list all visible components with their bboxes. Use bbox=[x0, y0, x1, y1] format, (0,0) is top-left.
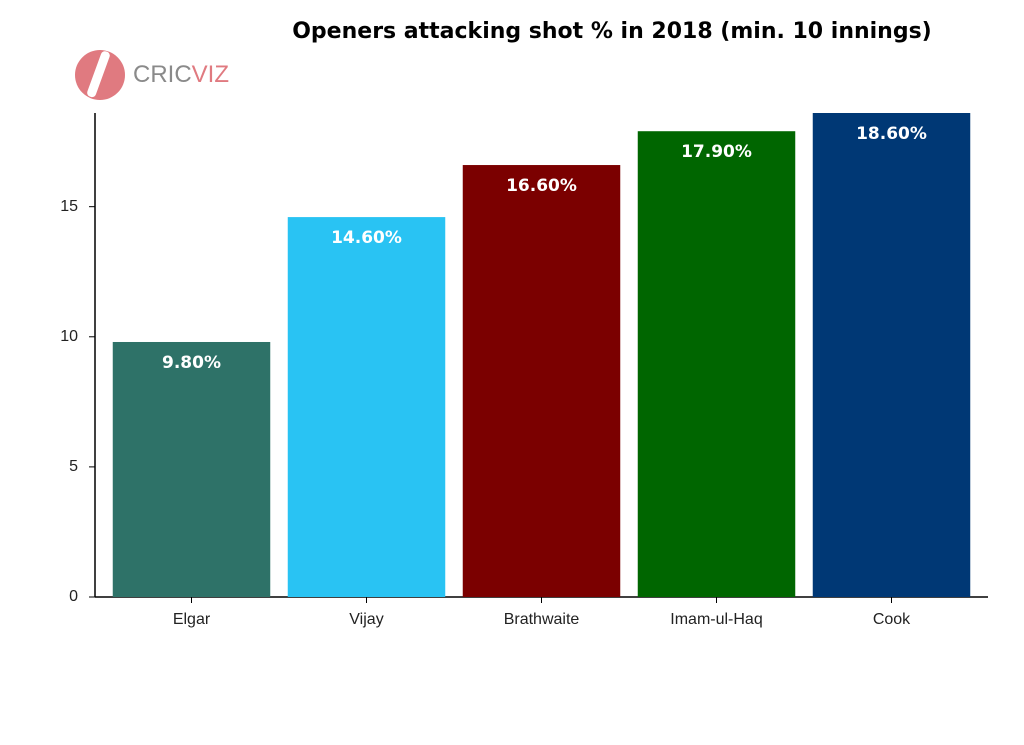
y-tick-label: 5 bbox=[69, 458, 78, 475]
x-tick-label: Cook bbox=[873, 611, 911, 628]
value-label: 17.90% bbox=[681, 142, 752, 162]
logo-bat bbox=[87, 51, 110, 98]
bar bbox=[287, 217, 446, 597]
x-tick-label: Vijay bbox=[349, 611, 383, 628]
x-tick-label: Brathwaite bbox=[504, 611, 580, 628]
logo-part: CRIC bbox=[133, 61, 192, 88]
logo-text: CRICVIZ bbox=[133, 61, 229, 88]
value-label: 9.80% bbox=[162, 353, 221, 373]
value-label: 16.60% bbox=[506, 176, 577, 196]
bar bbox=[462, 165, 621, 597]
logo-part: VIZ bbox=[192, 61, 229, 88]
bar bbox=[637, 131, 796, 597]
bar bbox=[812, 113, 971, 597]
x-tick-label: Elgar bbox=[173, 611, 211, 628]
x-tick-label: Imam-ul-Haq bbox=[670, 611, 762, 628]
y-tick-label: 0 bbox=[69, 588, 78, 605]
chart-title: Openers attacking shot % in 2018 (min. 1… bbox=[292, 19, 932, 44]
value-label: 18.60% bbox=[856, 124, 927, 144]
y-tick-label: 10 bbox=[60, 328, 78, 345]
value-label: 14.60% bbox=[331, 228, 402, 248]
y-tick-label: 15 bbox=[60, 198, 78, 215]
logo: CRICVIZ bbox=[75, 50, 229, 100]
bar bbox=[112, 341, 271, 597]
